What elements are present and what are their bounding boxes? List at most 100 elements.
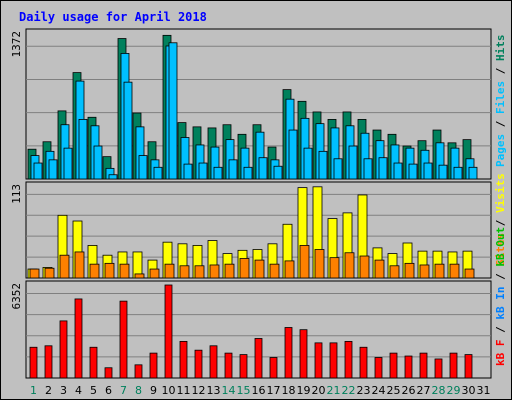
bar-pages-day-5	[93, 145, 103, 180]
bar-sites-day-20	[314, 249, 325, 279]
bar-sites-day-8	[134, 273, 145, 279]
legend-entry-kbout: kB Out	[494, 227, 507, 267]
bar-sites-day-2	[44, 267, 55, 279]
legend-entry-hits: Hits	[494, 35, 507, 62]
bar-pages-day-6	[108, 174, 118, 180]
bar-pages-day-1	[33, 162, 43, 180]
y-max-label: 1372	[10, 31, 23, 58]
x-tick-label-29: 29	[447, 384, 461, 397]
bar-kbf-day-23	[359, 346, 368, 379]
bar-kbf-day-6	[104, 367, 113, 379]
x-tick-label-22: 22	[342, 384, 356, 397]
series-sites	[29, 245, 475, 279]
bar-sites-day-4	[74, 251, 85, 279]
x-tick-label-13: 13	[207, 384, 221, 397]
bar-sites-day-3	[59, 254, 70, 279]
legend-separator: /	[494, 114, 507, 134]
x-tick-label-30: 30	[462, 384, 476, 397]
bar-pages-day-19	[303, 147, 313, 180]
bar-pages-day-20	[318, 150, 328, 180]
bar-sites-day-11	[179, 265, 190, 279]
legend-entry-pages: Pages	[494, 134, 507, 167]
bar-kbf-day-8	[134, 364, 143, 379]
chart-title: Daily usage for April 2018	[19, 10, 207, 24]
x-tick-label-3: 3	[60, 384, 67, 397]
x-tick-label-12: 12	[192, 384, 206, 397]
x-tick-label-14: 14	[222, 384, 236, 397]
bar-pages-day-14	[228, 159, 238, 180]
bar-sites-day-22	[344, 252, 355, 279]
x-tick-label-2: 2	[45, 384, 52, 397]
bar-kbf-day-30	[464, 354, 473, 379]
x-tick-label-4: 4	[75, 384, 82, 397]
bar-sites-day-7	[119, 263, 130, 279]
x-tick-label-16: 16	[252, 384, 266, 397]
bar-pages-day-24	[378, 157, 388, 180]
legend-separator: /	[494, 320, 507, 340]
legend-separator: /	[494, 61, 507, 81]
bar-sites-day-16	[254, 259, 265, 279]
bar-sites-day-24	[374, 259, 385, 279]
x-tick-label-27: 27	[417, 384, 431, 397]
bar-kbf-day-10	[164, 284, 173, 379]
legend-separator: /	[494, 213, 507, 233]
x-tick-label-7: 7	[120, 384, 127, 397]
bar-pages-day-10	[168, 42, 178, 180]
bar-kbf-day-4	[74, 298, 83, 379]
bar-kbf-day-13	[209, 345, 218, 379]
bar-kbf-day-19	[299, 329, 308, 379]
bar-kbf-day-2	[44, 345, 53, 379]
bar-sites-day-19	[299, 245, 310, 279]
bar-pages-day-2	[48, 159, 58, 180]
legend-entry-visits: Visits	[494, 173, 507, 213]
legend-separator: /	[494, 267, 507, 287]
x-tick-label-24: 24	[372, 384, 386, 397]
bar-sites-day-28	[434, 263, 445, 279]
bar-kbf-day-29	[449, 352, 458, 379]
x-tick-label-11: 11	[177, 384, 191, 397]
bar-kbf-day-11	[179, 340, 188, 379]
x-tick-label-15: 15	[237, 384, 251, 397]
bar-pages-day-28	[438, 164, 448, 180]
legend-entry-sites: Sites	[494, 233, 507, 266]
panel-kbytes: 6352	[10, 280, 492, 379]
y-max-label: 113	[10, 184, 23, 204]
bar-pages-day-23	[363, 158, 373, 180]
bar-sites-day-5	[89, 263, 100, 279]
x-tick-label-21: 21	[327, 384, 341, 397]
bar-pages-day-3	[63, 147, 73, 180]
bar-kbf-day-21	[329, 342, 338, 379]
bar-sites-day-10	[164, 263, 175, 279]
bar-kbf-day-25	[389, 352, 398, 379]
bar-sites-day-30	[464, 268, 475, 279]
bar-pages-day-26	[408, 163, 418, 180]
series-kbf	[29, 284, 473, 379]
bar-kbf-day-20	[314, 342, 323, 379]
bar-pages-day-16	[258, 157, 268, 180]
bar-pages-day-22	[348, 145, 358, 180]
bar-pages-day-8	[138, 155, 148, 180]
x-tick-label-26: 26	[402, 384, 416, 397]
x-tick-label-19: 19	[297, 384, 311, 397]
x-tick-label-23: 23	[357, 384, 371, 397]
bar-sites-day-12	[194, 265, 205, 279]
bar-kbf-day-17	[269, 357, 278, 379]
bar-pages-day-17	[273, 165, 283, 180]
panels-layer: 1372 113 6352	[10, 28, 492, 379]
x-tick-label-31: 31	[477, 384, 491, 397]
bar-pages-day-15	[243, 166, 253, 180]
bar-pages-day-11	[183, 163, 193, 180]
x-tick-label-18: 18	[282, 384, 296, 397]
bar-sites-day-1	[29, 268, 40, 279]
bar-kbf-day-3	[59, 320, 68, 379]
legend-kbytes: kB F / kB In / kB Out	[494, 227, 507, 366]
bar-sites-day-14	[224, 263, 235, 279]
bar-sites-day-6	[104, 262, 115, 279]
bar-pages-day-9	[153, 166, 163, 180]
x-tick-label-28: 28	[432, 384, 446, 397]
bar-kbf-day-5	[89, 346, 98, 379]
x-tick-label-8: 8	[135, 384, 142, 397]
